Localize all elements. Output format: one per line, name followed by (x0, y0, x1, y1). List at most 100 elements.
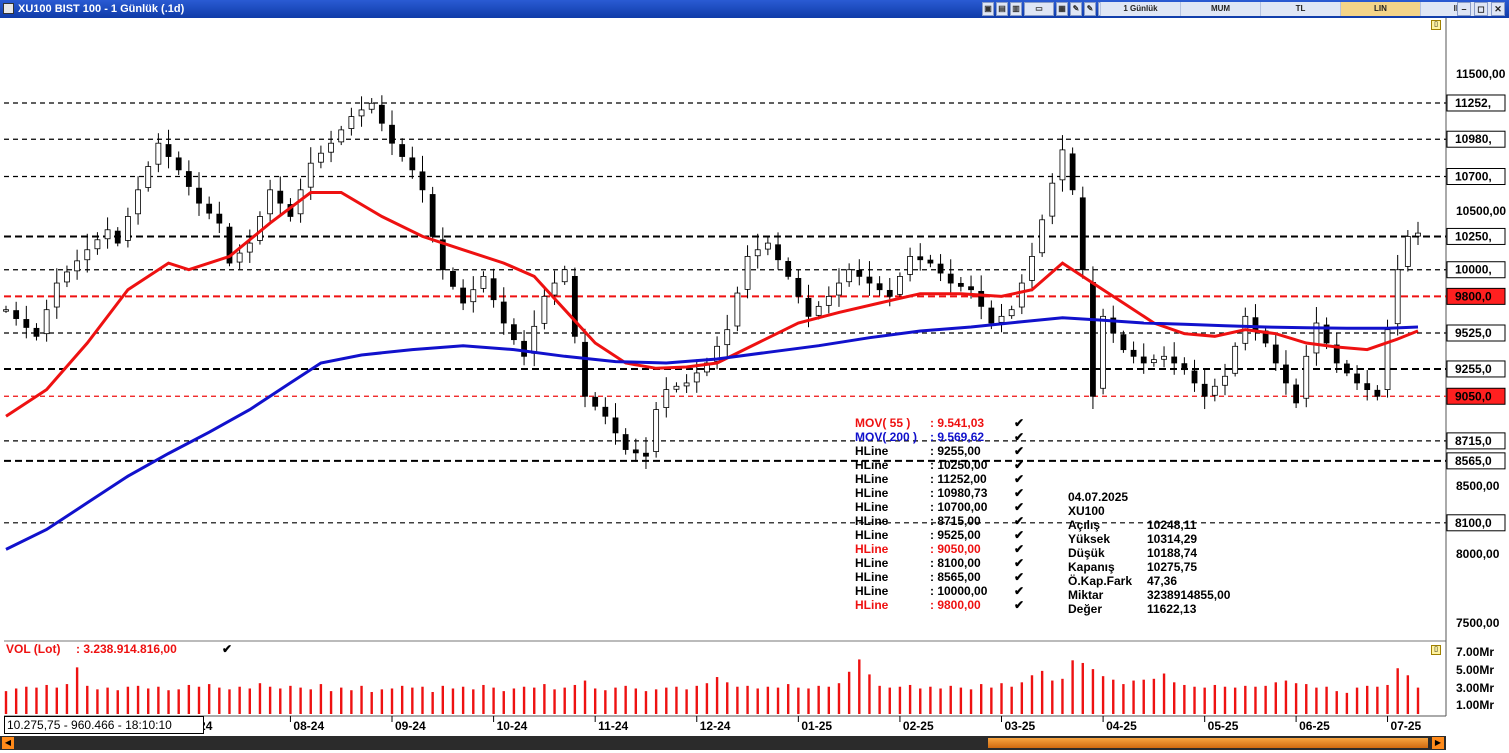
volume-bar (614, 687, 617, 714)
candle-body (531, 325, 538, 354)
volume-bar (421, 686, 424, 714)
volume-bar (644, 691, 648, 714)
hline-tag (1446, 287, 1506, 305)
volume-bar (1000, 683, 1003, 714)
mode-scale[interactable]: LIN (1340, 2, 1420, 16)
check-icon[interactable]: ✔ (1014, 444, 1024, 458)
check-icon[interactable]: ✔ (1014, 542, 1024, 556)
candle-body (114, 230, 121, 244)
time-tick-label: 03-25 (1005, 719, 1036, 733)
hline-tag-label: 9800,0 (1455, 289, 1492, 303)
candle-body (328, 142, 334, 153)
check-icon[interactable]: ✔ (1014, 472, 1024, 486)
horizontal-scrollbar[interactable]: ◀ ▶ (0, 736, 1446, 750)
hline-tag (1446, 227, 1506, 245)
legend-name: HLine (855, 444, 889, 458)
volume-bar (14, 688, 18, 714)
legend-name: HLine (855, 500, 889, 514)
info-label: Kapanış (1068, 560, 1115, 574)
tool-icon[interactable]: ▦ (1056, 2, 1068, 16)
volume-bar (1051, 680, 1054, 714)
app-icon[interactable] (3, 3, 14, 14)
ma-line (5, 316, 1419, 551)
lock-icon[interactable]: ▯ (1431, 20, 1441, 30)
candle-body (480, 275, 487, 289)
volume-bar (1386, 684, 1389, 714)
check-icon[interactable]: ✔ (1014, 500, 1024, 514)
check-icon[interactable]: ✔ (1014, 556, 1024, 570)
candle-body (1120, 334, 1127, 351)
candle-body (643, 452, 649, 457)
check-icon[interactable]: ✔ (222, 642, 232, 656)
candle-body (490, 278, 497, 301)
candle-body (541, 295, 548, 324)
candle-body (307, 162, 314, 188)
tool-icon[interactable]: ▥ (1010, 2, 1022, 16)
volume-bar (898, 686, 902, 714)
chart-canvas[interactable]: 11500,00 10500,00 8500,00 8000,00 7500,0… (0, 18, 1509, 736)
check-icon[interactable]: ✔ (1014, 430, 1024, 444)
check-icon[interactable]: ✔ (1014, 514, 1024, 528)
hline-tag (1446, 130, 1506, 148)
check-icon[interactable]: ✔ (1014, 570, 1024, 584)
candle-body (1090, 281, 1096, 397)
check-icon[interactable]: ✔ (1014, 416, 1024, 430)
check-icon[interactable]: ✔ (1014, 486, 1024, 500)
price-tick-label: 7500,00 (1456, 616, 1500, 630)
candle-body (998, 315, 1005, 323)
time-tick-label: 11-24 (598, 719, 628, 733)
info-value: 10275,75 (1147, 560, 1197, 574)
restore-icon[interactable]: ◻ (1474, 2, 1488, 16)
candle-body (521, 340, 527, 357)
tool-icon[interactable]: ▤ (996, 2, 1008, 16)
volume-bar (207, 684, 211, 714)
hline-tag-label: 8100,0 (1455, 516, 1492, 530)
mode-currency[interactable]: TL (1260, 2, 1340, 16)
volume-tick-label: 7.00Mr (1456, 645, 1494, 659)
candle-body (795, 277, 802, 297)
time-tick-label: 08-24 (293, 719, 324, 733)
volume-bar (1112, 679, 1115, 714)
legend-value: : 10980,73 (930, 486, 988, 500)
info-box: 04.07.2025 XU100 Açılış 10248,11 Yüksek 103… (1068, 490, 1231, 616)
info-value: 47,36 (1147, 574, 1177, 588)
check-icon[interactable]: ✔ (1014, 458, 1024, 472)
time-tick-label: 05-25 (1208, 719, 1239, 733)
check-icon[interactable]: ✔ (1014, 598, 1024, 612)
tool-icon[interactable]: ▣ (982, 2, 994, 16)
candle-body (267, 189, 274, 215)
candle-body (33, 327, 40, 337)
check-icon[interactable]: ✔ (1014, 528, 1024, 542)
candle-body (907, 256, 913, 275)
legend-name: HLine (855, 486, 889, 500)
tool-icon[interactable]: ▭ (1024, 2, 1054, 16)
info-value: 10248,11 (1147, 518, 1197, 532)
close-icon[interactable]: ✕ (1491, 2, 1505, 16)
hline-tag-label: 10000, (1455, 263, 1492, 277)
scroll-right-icon[interactable]: ▶ (1432, 737, 1444, 749)
candle-body (1039, 219, 1046, 254)
mode-candle[interactable]: MUM (1180, 2, 1260, 16)
check-icon[interactable]: ✔ (1014, 584, 1024, 598)
info-symbol: XU100 (1068, 504, 1105, 518)
candle-body (1110, 317, 1117, 334)
candle-body (216, 213, 223, 224)
window-buttons: – ◻ ✕ (1457, 2, 1505, 16)
scrollbar-thumb[interactable] (988, 738, 1428, 748)
hline-tag (1446, 360, 1506, 378)
mode-period[interactable]: 1 Günlük (1100, 2, 1180, 16)
legend-name: HLine (855, 570, 889, 584)
candle-body (1313, 322, 1320, 354)
volume-bar (136, 685, 140, 714)
tool-icon[interactable]: ✎ (1070, 2, 1082, 16)
candle-body (815, 305, 822, 316)
volume-bar (1325, 686, 1328, 714)
scroll-left-icon[interactable]: ◀ (2, 737, 14, 749)
tool-icon[interactable]: ✎ (1084, 2, 1096, 16)
candle-body (582, 341, 588, 397)
lock-icon[interactable]: ▯ (1431, 645, 1441, 655)
volume-bar (197, 686, 201, 714)
volume-bar (167, 690, 170, 714)
minimize-icon[interactable]: – (1457, 2, 1471, 16)
volume-bar (1345, 692, 1349, 714)
